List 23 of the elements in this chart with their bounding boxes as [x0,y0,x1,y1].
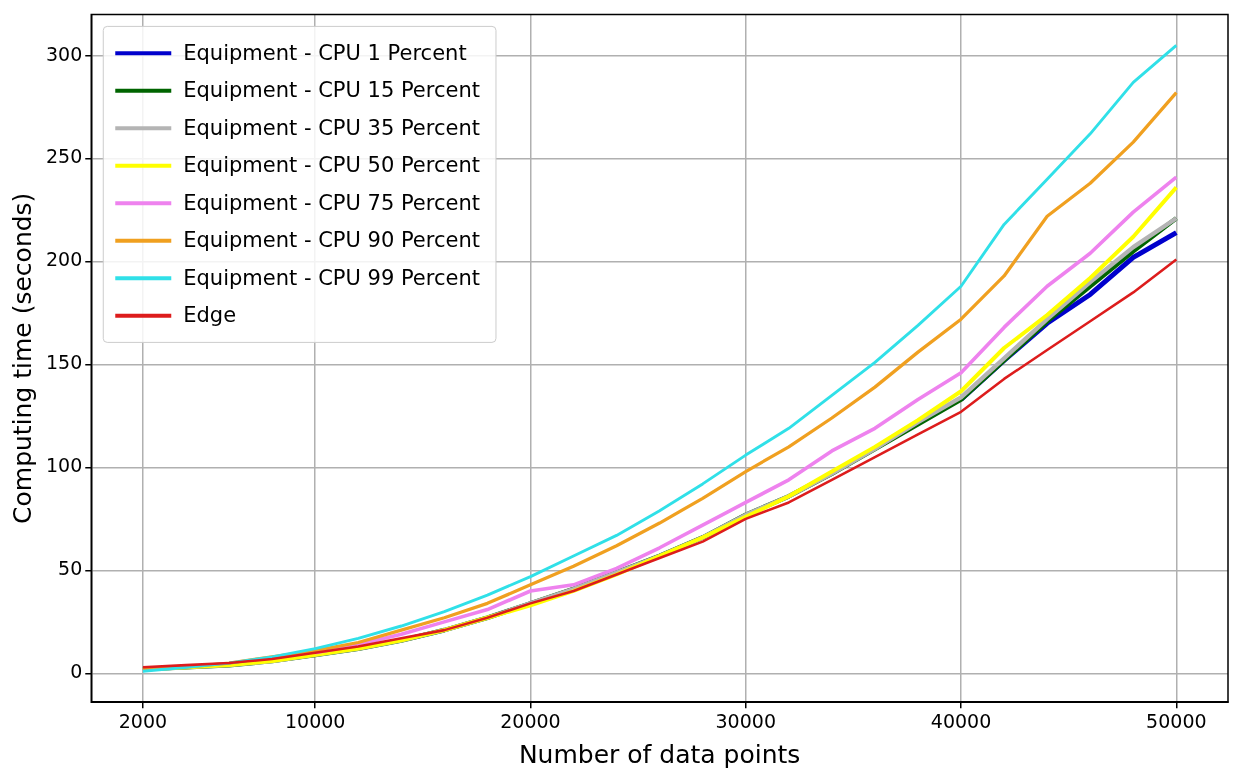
legend-label: Equipment - CPU 75 Percent [183,190,480,215]
y-tick-label: 50 [58,557,83,580]
x-tick-label: 10000 [284,709,346,732]
y-tick-label: 200 [46,248,83,271]
legend-label: Equipment - CPU 15 Percent [183,78,480,103]
x-tick-label: 2000 [118,709,168,732]
x-tick-label: 40000 [930,709,992,732]
x-tick-label: 20000 [500,709,561,732]
y-tick-label: 300 [46,42,83,65]
y-axis-title: Computing time (seconds) [7,192,37,524]
legend-label: Equipment - CPU 99 Percent [183,265,480,290]
legend-label: Equipment - CPU 90 Percent [183,228,480,253]
x-tick-label: 50000 [1146,709,1207,732]
y-tick-label: 100 [46,454,83,477]
legend-label: Equipment - CPU 35 Percent [183,115,480,140]
legend-label: Equipment - CPU 1 Percent [183,40,467,65]
x-tick-label: 30000 [715,709,776,732]
y-tick-label: 150 [46,351,83,374]
y-tick-label: 250 [46,145,83,168]
legend-label: Edge [183,303,237,328]
x-axis-title: Number of data points [518,739,801,769]
y-tick-label: 0 [70,660,83,683]
legend-label: Equipment - CPU 50 Percent [183,153,480,178]
